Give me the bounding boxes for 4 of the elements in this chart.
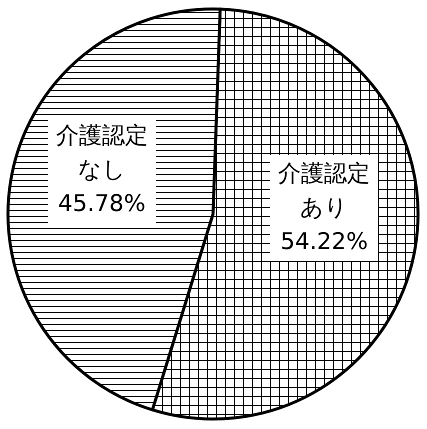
slice-label: 介護認定あり [277, 160, 372, 223]
slice-label: 介護認定なし [54, 122, 149, 186]
data-label: 45.78% [56, 190, 147, 220]
data-label: 54.22% [279, 228, 370, 257]
